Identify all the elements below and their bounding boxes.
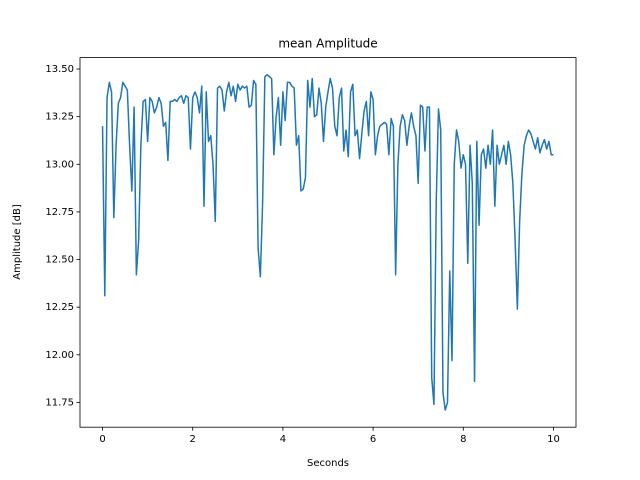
y-tick-label: 13.50 [45, 64, 74, 75]
x-tick-label: 6 [370, 434, 376, 445]
plot-frame [79, 57, 577, 428]
y-axis-label: Amplitude [dB] [12, 204, 23, 280]
y-tick-label: 12.50 [45, 255, 74, 266]
x-tick-label: 4 [280, 434, 286, 445]
chart-title: mean Amplitude [278, 37, 377, 51]
x-tick-label: 10 [547, 434, 560, 445]
y-tick-label: 12.00 [45, 350, 74, 361]
y-tick-label: 13.00 [45, 159, 74, 170]
x-tick-label: 0 [99, 434, 105, 445]
y-tick-label: 13.25 [45, 112, 74, 123]
x-tick-label: 2 [190, 434, 196, 445]
x-tick-label: 8 [460, 434, 466, 445]
y-tick-label: 11.75 [45, 397, 74, 408]
x-axis-label: Seconds [307, 458, 349, 469]
line-series [101, 74, 554, 411]
y-tick-label: 12.75 [45, 207, 74, 218]
y-tick-label: 12.25 [45, 302, 74, 313]
